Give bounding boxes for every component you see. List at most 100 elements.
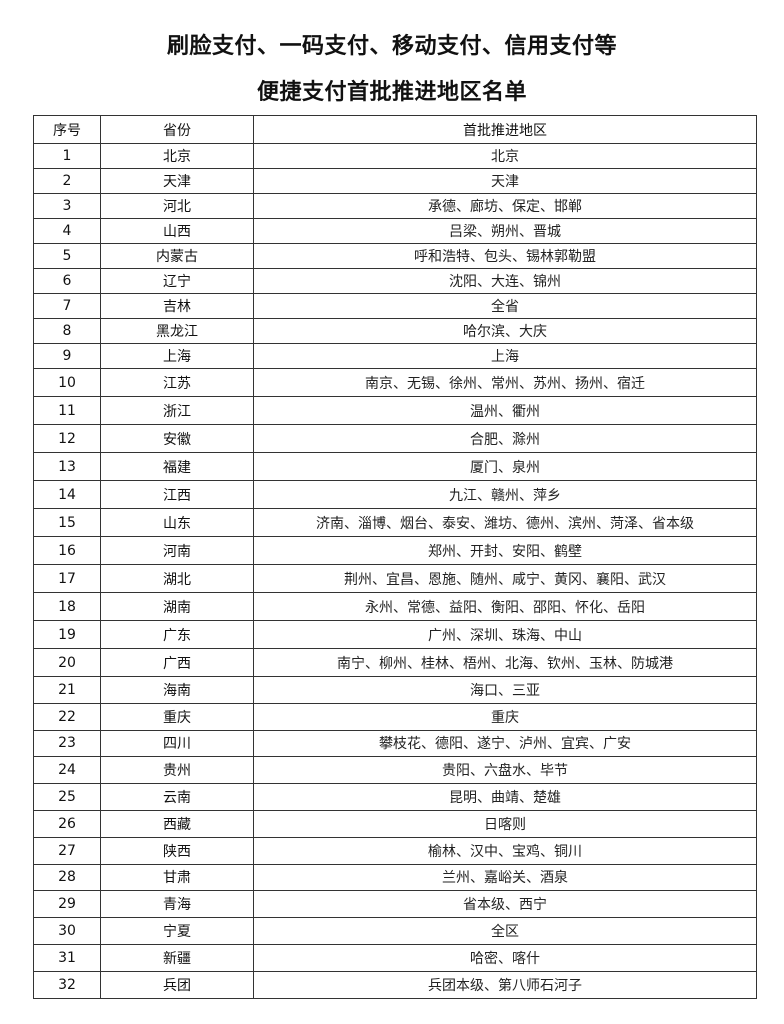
regions-cell: 哈密、喀什 bbox=[253, 943, 757, 972]
province-cell: 河南 bbox=[100, 536, 254, 565]
province-cell: 天津 bbox=[100, 168, 254, 194]
regions-cell: 广州、深圳、珠海、中山 bbox=[253, 620, 757, 649]
province-cell: 内蒙古 bbox=[100, 243, 254, 269]
index-cell: 23 bbox=[33, 729, 101, 758]
regions-cell: 上海 bbox=[253, 343, 757, 369]
index-cell: 1 bbox=[33, 143, 101, 169]
index-cell: 14 bbox=[33, 480, 101, 509]
table-row: 22 重庆 重庆 bbox=[33, 702, 757, 731]
regions-cell: 全区 bbox=[253, 917, 757, 945]
table-row: 32 兵团 兵团本级、第八师石河子 bbox=[33, 970, 757, 999]
index-cell: 12 bbox=[33, 424, 101, 453]
document-title-line-2: 便捷支付首批推进地区名单 bbox=[256, 79, 527, 105]
regions-cell: 兰州、嘉峪关、酒泉 bbox=[253, 863, 757, 892]
province-cell: 青海 bbox=[100, 890, 254, 919]
index-cell: 30 bbox=[33, 917, 101, 945]
regions-cell: 贵阳、六盘水、毕节 bbox=[253, 756, 757, 785]
index-cell: 18 bbox=[33, 592, 101, 621]
index-cell: 16 bbox=[33, 536, 101, 565]
province-cell: 江苏 bbox=[100, 368, 254, 397]
regions-cell: 兵团本级、第八师石河子 bbox=[253, 970, 757, 999]
index-cell: 3 bbox=[33, 193, 101, 219]
province-cell: 山东 bbox=[100, 508, 254, 537]
province-cell: 湖北 bbox=[100, 564, 254, 593]
table-row: 28 甘肃 兰州、嘉峪关、酒泉 bbox=[33, 863, 757, 892]
index-cell: 9 bbox=[33, 343, 101, 369]
index-cell: 17 bbox=[33, 564, 101, 593]
regions-cell: 厦门、泉州 bbox=[253, 452, 757, 481]
regions-cell: 日喀则 bbox=[253, 809, 757, 838]
header-regions: 首批推进地区 bbox=[253, 115, 757, 144]
table-row: 13 福建 厦门、泉州 bbox=[33, 452, 757, 481]
table-row: 23 四川 攀枝花、德阳、遂宁、泸州、宜宾、广安 bbox=[33, 729, 757, 758]
index-cell: 22 bbox=[33, 702, 101, 731]
index-cell: 10 bbox=[33, 368, 101, 397]
regions-cell: 合肥、滁州 bbox=[253, 424, 757, 453]
table-row: 30 宁夏 全区 bbox=[33, 917, 757, 945]
header-index: 序号 bbox=[33, 115, 101, 144]
table-row: 25 云南 昆明、曲靖、楚雄 bbox=[33, 783, 757, 811]
regions-cell: 九江、赣州、萍乡 bbox=[253, 480, 757, 509]
index-cell: 25 bbox=[33, 783, 101, 811]
index-cell: 8 bbox=[33, 318, 101, 344]
table-row: 18 湖南 永州、常德、益阳、衡阳、邵阳、怀化、岳阳 bbox=[33, 592, 757, 621]
table-row: 7 吉林 全省 bbox=[33, 293, 757, 319]
table-row: 21 海南 海口、三亚 bbox=[33, 676, 757, 704]
index-cell: 31 bbox=[33, 943, 101, 972]
regions-cell: 呼和浩特、包头、锡林郭勒盟 bbox=[253, 243, 757, 269]
table-row: 17 湖北 荆州、宜昌、恩施、随州、咸宁、黄冈、襄阳、武汉 bbox=[33, 564, 757, 593]
regions-cell: 温州、衢州 bbox=[253, 396, 757, 425]
index-cell: 2 bbox=[33, 168, 101, 194]
province-cell: 广西 bbox=[100, 648, 254, 677]
table-row: 31 新疆 哈密、喀什 bbox=[33, 943, 757, 972]
index-cell: 26 bbox=[33, 809, 101, 838]
regions-cell: 沈阳、大连、锦州 bbox=[253, 268, 757, 294]
index-cell: 6 bbox=[33, 268, 101, 294]
province-cell: 北京 bbox=[100, 143, 254, 169]
province-cell: 海南 bbox=[100, 676, 254, 704]
regions-cell: 昆明、曲靖、楚雄 bbox=[253, 783, 757, 811]
regions-cell: 永州、常德、益阳、衡阳、邵阳、怀化、岳阳 bbox=[253, 592, 757, 621]
header-province: 省份 bbox=[100, 115, 254, 144]
table-row: 4 山西 吕梁、朔州、晋城 bbox=[33, 218, 757, 244]
index-cell: 15 bbox=[33, 508, 101, 537]
regions-cell: 全省 bbox=[253, 293, 757, 319]
regions-cell: 天津 bbox=[253, 168, 757, 194]
table-row: 1 北京 北京 bbox=[33, 143, 757, 169]
province-cell: 陕西 bbox=[100, 836, 254, 865]
province-cell: 山西 bbox=[100, 218, 254, 244]
index-cell: 27 bbox=[33, 836, 101, 865]
regions-table: 序号 省份 首批推进地区 1 北京 北京 2 天津 天津 3 河北 承德、廊坊、保定、邯郸 4 山西… bbox=[33, 115, 757, 999]
province-cell: 西藏 bbox=[100, 809, 254, 838]
table-row: 3 河北 承德、廊坊、保定、邯郸 bbox=[33, 193, 757, 219]
table-row: 26 西藏 日喀则 bbox=[33, 809, 757, 838]
regions-cell: 重庆 bbox=[253, 702, 757, 731]
province-cell: 四川 bbox=[100, 729, 254, 758]
index-cell: 32 bbox=[33, 970, 101, 999]
table-row: 20 广西 南宁、柳州、桂林、梧州、北海、钦州、玉林、防城港 bbox=[33, 648, 757, 677]
regions-cell: 攀枝花、德阳、遂宁、泸州、宜宾、广安 bbox=[253, 729, 757, 758]
province-cell: 浙江 bbox=[100, 396, 254, 425]
index-cell: 20 bbox=[33, 648, 101, 677]
province-cell: 贵州 bbox=[100, 756, 254, 785]
province-cell: 兵团 bbox=[100, 970, 254, 999]
regions-cell: 荆州、宜昌、恩施、随州、咸宁、黄冈、襄阳、武汉 bbox=[253, 564, 757, 593]
regions-cell: 承德、廊坊、保定、邯郸 bbox=[253, 193, 757, 219]
index-cell: 19 bbox=[33, 620, 101, 649]
index-cell: 4 bbox=[33, 218, 101, 244]
index-cell: 29 bbox=[33, 890, 101, 919]
table-row: 15 山东 济南、淄博、烟台、泰安、潍坊、德州、滨州、菏泽、省本级 bbox=[33, 508, 757, 537]
province-cell: 福建 bbox=[100, 452, 254, 481]
document-title-line-1: 刷脸支付、一码支付、移动支付、信用支付等 bbox=[166, 33, 617, 59]
index-cell: 24 bbox=[33, 756, 101, 785]
province-cell: 吉林 bbox=[100, 293, 254, 319]
table-row: 16 河南 郑州、开封、安阳、鹤壁 bbox=[33, 536, 757, 565]
table-header-row: 序号 省份 首批推进地区 bbox=[33, 115, 757, 144]
table-row: 5 内蒙古 呼和浩特、包头、锡林郭勒盟 bbox=[33, 243, 757, 269]
regions-cell: 郑州、开封、安阳、鹤壁 bbox=[253, 536, 757, 565]
regions-cell: 济南、淄博、烟台、泰安、潍坊、德州、滨州、菏泽、省本级 bbox=[253, 508, 757, 537]
regions-cell: 省本级、西宁 bbox=[253, 890, 757, 919]
index-cell: 11 bbox=[33, 396, 101, 425]
table-row: 29 青海 省本级、西宁 bbox=[33, 890, 757, 919]
province-cell: 新疆 bbox=[100, 943, 254, 972]
